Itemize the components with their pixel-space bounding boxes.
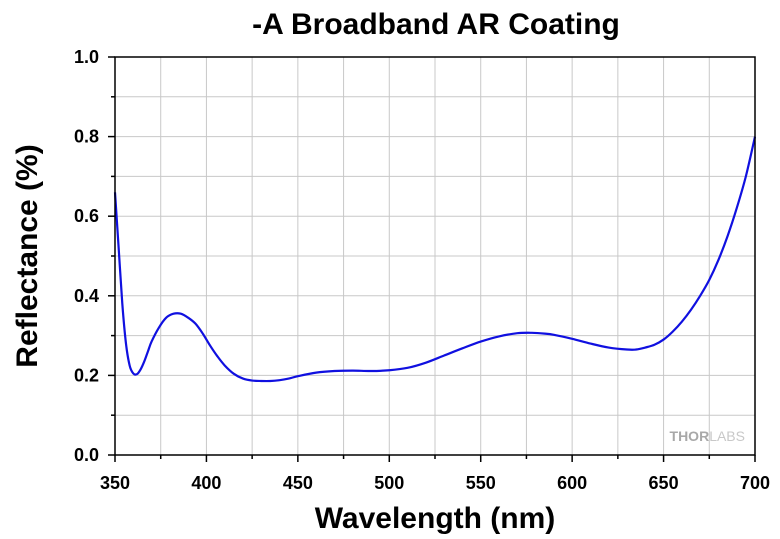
x-axis-label: Wavelength (nm) xyxy=(315,502,556,535)
x-tick-labels: 350 400 450 500 550 600 650 700 xyxy=(100,473,770,493)
chart-title: -A Broadband AR Coating xyxy=(252,8,620,41)
grid xyxy=(115,57,755,455)
y-tick-label: 0.2 xyxy=(74,365,99,385)
svg-text:THORLABS: THORLABS xyxy=(670,428,745,444)
reflectance-series-line xyxy=(113,136,757,383)
watermark-text-thor: THOR xyxy=(670,428,710,444)
watermark-text-labs: LABS xyxy=(709,428,745,444)
x-tick-label: 550 xyxy=(466,473,496,493)
x-tick-label: 500 xyxy=(374,473,404,493)
watermark-logo: THORLABS xyxy=(670,428,745,444)
axis-ticks xyxy=(108,56,756,462)
y-tick-label: 0.4 xyxy=(74,286,99,306)
y-tick-label: 0.8 xyxy=(74,127,99,147)
x-tick-label: 350 xyxy=(100,473,130,493)
y-tick-label: 1.0 xyxy=(74,47,99,67)
series-layer xyxy=(113,136,757,383)
y-tick-label: 0.6 xyxy=(74,206,99,226)
x-tick-label: 650 xyxy=(649,473,679,493)
x-tick-label: 400 xyxy=(191,473,221,493)
x-tick-label: 450 xyxy=(283,473,313,493)
x-tick-label: 600 xyxy=(557,473,587,493)
y-tick-label: 0.0 xyxy=(74,445,99,465)
x-tick-label: 700 xyxy=(740,473,770,493)
y-axis-label: Reflectance (%) xyxy=(11,144,44,367)
y-tick-labels: 0.0 0.2 0.4 0.6 0.8 1.0 xyxy=(74,47,99,465)
plot-frame xyxy=(114,56,756,456)
